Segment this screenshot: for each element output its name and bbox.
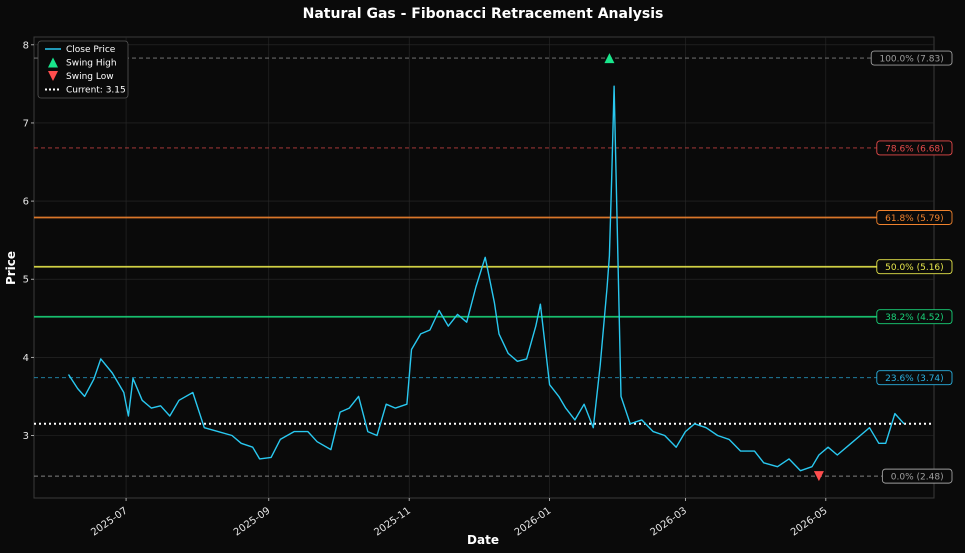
legend-box	[37, 40, 129, 99]
fib-label: 38.2% (4.52)	[885, 313, 944, 323]
fib-levels	[34, 57, 934, 477]
plot-area: 100.0% (7.83) 78.6% (6.68) 61.8% (5.79) 50.…	[33, 36, 953, 499]
y-axis: 3 4 5 6 7 8	[23, 40, 34, 442]
legend-swatch-swing-low	[48, 71, 58, 81]
swing-markers	[604, 53, 824, 482]
fib-label: 23.6% (3.74)	[885, 374, 944, 384]
fib-level-labels: 100.0% (7.83) 78.6% (6.68) 61.8% (5.79) 50.…	[870, 50, 953, 484]
legend-items: Close Price Swing High Swing Low Current: 3…	[45, 45, 126, 96]
legend-label: Swing High	[66, 59, 117, 69]
fib-label-box	[876, 140, 953, 156]
fib-label-box	[881, 468, 953, 484]
legend: Close Price Swing High Swing Low Current: 3…	[37, 40, 129, 99]
grid-horizontal	[34, 44, 934, 436]
y-axis-title: Price	[4, 251, 18, 285]
fib-label: 78.6% (6.68)	[885, 144, 944, 154]
swing-high-marker	[604, 53, 615, 64]
series-group	[67, 85, 905, 472]
y-tick-label: 4	[23, 353, 29, 364]
x-axis-title: Date	[467, 533, 499, 547]
close-price-line	[67, 85, 905, 472]
legend-label: Current: 3.15	[66, 86, 126, 96]
fib-label-box	[876, 309, 953, 325]
legend-label: Swing Low	[66, 72, 114, 82]
legend-label: Close Price	[66, 45, 116, 55]
y-tick-label: 6	[23, 197, 29, 208]
y-tick-label: 3	[23, 431, 29, 442]
y-tick-label: 8	[23, 40, 29, 51]
fib-label: 0.0% (2.48)	[891, 472, 944, 482]
fib-label: 61.8% (5.79)	[885, 214, 944, 224]
y-tick-label: 5	[23, 275, 29, 286]
fib-label-box	[876, 370, 953, 386]
fib-label-box	[870, 50, 953, 66]
chart-title: Natural Gas - Fibonacci Retracement Anal…	[303, 6, 664, 22]
fib-label-box	[876, 259, 953, 275]
fib-label: 50.0% (5.16)	[885, 263, 944, 273]
fib-label: 100.0% (7.83)	[879, 54, 943, 64]
y-tick-label: 7	[23, 118, 29, 129]
swing-low-marker	[813, 471, 824, 482]
fib-label-box	[876, 210, 953, 225]
legend-swatch-swing-high	[48, 57, 58, 68]
